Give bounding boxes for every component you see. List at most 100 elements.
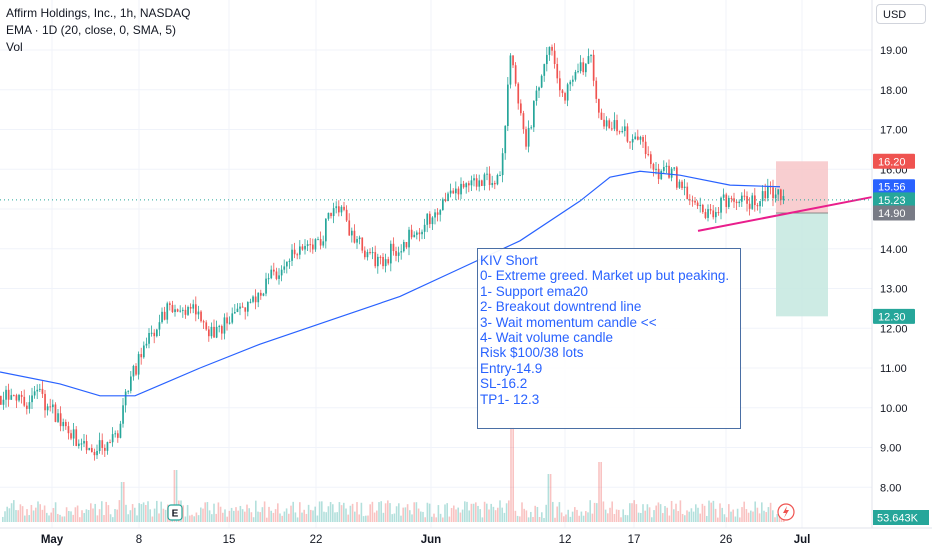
volume-bar [90, 503, 92, 522]
volume-bar [173, 470, 176, 522]
volume-bar [87, 510, 90, 522]
volume-bar [706, 515, 708, 522]
chart-title: Affirm Holdings, Inc., 1h, NASDAQ [6, 6, 191, 20]
candle-body [78, 443, 80, 446]
candle-body [494, 182, 496, 185]
candle-body [741, 195, 743, 202]
note-line: 3- Wait momentum candle << [480, 314, 657, 330]
volume-bar [290, 505, 292, 522]
candle-body [735, 201, 738, 204]
candle-body [387, 259, 390, 264]
candle-body [421, 231, 423, 235]
volume-bar [492, 506, 495, 522]
volume-bar [105, 501, 107, 522]
candle-body [20, 394, 23, 397]
candle-body [704, 212, 707, 218]
volume-bar [19, 504, 22, 522]
candle-body [327, 212, 330, 219]
candle-body [111, 434, 114, 443]
volume-bar [52, 508, 55, 522]
volume-bar [376, 510, 378, 522]
volume-bar [607, 513, 609, 522]
time-axis [0, 528, 932, 550]
candle-body [470, 180, 473, 186]
candle-body [444, 199, 447, 202]
volume-bar [310, 509, 312, 522]
volume-bar [369, 504, 371, 522]
volume-bar [413, 502, 415, 522]
volume-bar [345, 508, 347, 522]
volume-bar [604, 509, 607, 522]
y-tick-label: 19.00 [880, 45, 908, 57]
candle-body [694, 200, 696, 203]
candle-body [231, 313, 234, 323]
volume-bar [281, 515, 283, 522]
volume-bar [156, 500, 158, 522]
volume-bar [391, 514, 393, 522]
candle-body [585, 63, 587, 73]
volume-bar [494, 510, 497, 522]
candle-body [119, 423, 122, 438]
candle-body [54, 404, 57, 422]
volume-bar [692, 511, 695, 522]
volume-bar [140, 504, 143, 522]
price-axis [872, 0, 932, 550]
candle-body [236, 308, 239, 313]
candle-body [93, 452, 96, 456]
volume-bar [448, 516, 451, 522]
currency-button[interactable]: USD [876, 4, 926, 24]
volume-bar [690, 508, 693, 522]
volume-bar [259, 512, 261, 522]
volume-bar [228, 510, 231, 522]
volume-bar [266, 517, 268, 522]
volume-bar [635, 504, 638, 522]
volume-bar [107, 505, 110, 522]
candle-body [171, 304, 174, 313]
candle-body [379, 256, 382, 258]
candle-body [156, 329, 158, 337]
volume-bar [752, 511, 754, 522]
volume-bar [624, 514, 627, 522]
volume-bar [442, 517, 444, 522]
candle-body [678, 181, 681, 188]
x-tick-label: 22 [310, 534, 323, 546]
volume-bar [74, 507, 77, 522]
volume-bar [382, 512, 385, 522]
candle-body [400, 251, 403, 253]
volume-bar [670, 500, 673, 522]
candle-body [780, 189, 782, 201]
volume-bar [395, 506, 398, 522]
volume-bar [609, 507, 611, 522]
trade-note-box[interactable]: KIV Short 0- Extreme greed. Market up bu… [477, 248, 741, 429]
price-tag-label: 15.56 [878, 182, 906, 194]
candle-body [691, 200, 694, 202]
candle-body [491, 182, 494, 186]
candle-body [72, 429, 75, 439]
candle-body [413, 234, 416, 238]
volume-bar [325, 512, 327, 522]
candle-body [709, 209, 712, 211]
volume-bar [593, 502, 596, 522]
volume-bar [745, 509, 748, 522]
volume-bar [142, 502, 145, 522]
volume-indicator-label[interactable]: Vol [6, 40, 23, 54]
volume-bar [327, 506, 330, 522]
volume-bar [468, 510, 470, 522]
candle-body [603, 119, 605, 127]
bolt-glyph-icon [783, 506, 789, 518]
volume-bar [626, 515, 629, 522]
candle-body [317, 239, 319, 241]
candle-body [36, 389, 39, 392]
volume-bar [725, 517, 728, 522]
candle-body [288, 260, 291, 262]
volume-bar [103, 515, 105, 522]
volume-bar [576, 509, 578, 522]
candle-body [228, 322, 231, 324]
volume-bar [455, 509, 457, 522]
volume-bar [651, 517, 653, 522]
volume-bar [65, 507, 68, 522]
ema-indicator-label[interactable]: EMA · 1D (20, close, 0, SMA, 5) [6, 23, 177, 37]
volume-bar [244, 511, 246, 522]
